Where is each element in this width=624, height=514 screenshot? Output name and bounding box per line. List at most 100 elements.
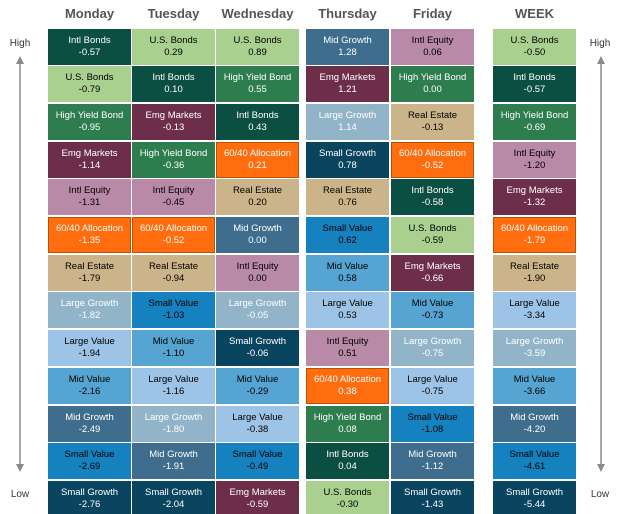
cell-wednesday-rank-12: Small Value -0.49 bbox=[216, 443, 299, 480]
asset-class-name: Large Growth bbox=[144, 411, 203, 423]
return-value: 0.21 bbox=[248, 159, 267, 171]
return-value: -0.38 bbox=[246, 423, 269, 435]
return-value: -0.05 bbox=[246, 310, 269, 322]
cell-week-rank-9: Large Growth -3.59 bbox=[493, 330, 576, 367]
return-value: -2.69 bbox=[78, 461, 101, 473]
return-value: -1.79 bbox=[78, 272, 101, 284]
return-value: -0.73 bbox=[421, 310, 444, 322]
cell-tuesday-rank-12: Mid Growth -1.91 bbox=[132, 443, 215, 480]
return-value: -1.80 bbox=[162, 423, 185, 435]
return-value: -0.59 bbox=[421, 235, 444, 247]
return-value: -1.94 bbox=[78, 348, 101, 360]
asset-class-name: Real Estate bbox=[407, 110, 458, 122]
return-value: 0.10 bbox=[164, 84, 183, 96]
cell-week-rank-3: High Yield Bond -0.69 bbox=[493, 104, 576, 141]
cell-monday-rank-13: Small Growth -2.76 bbox=[48, 480, 131, 514]
asset-class-name: Intl Equity bbox=[68, 185, 111, 197]
return-value: -3.66 bbox=[523, 385, 546, 397]
asset-class-name: Large Value bbox=[509, 298, 560, 310]
cell-tuesday-rank-9: Mid Value -1.10 bbox=[132, 330, 215, 367]
return-value: -0.57 bbox=[523, 84, 546, 96]
cell-wednesday-rank-6: Mid Growth 0.00 bbox=[216, 217, 299, 254]
return-value: -5.44 bbox=[523, 498, 546, 510]
cell-friday-rank-7: Emg Markets -0.66 bbox=[391, 254, 474, 291]
high-label-right: High bbox=[589, 38, 611, 49]
asset-class-name: Real Estate bbox=[64, 260, 115, 272]
low-label-left: Low bbox=[10, 489, 30, 500]
high-label-left: High bbox=[9, 38, 31, 49]
return-value: 0.04 bbox=[338, 461, 357, 473]
cell-wednesday-rank-9: Small Growth -0.06 bbox=[216, 330, 299, 367]
asset-class-name: Small Growth bbox=[144, 486, 202, 498]
return-value: -0.36 bbox=[162, 159, 185, 171]
return-value: -3.59 bbox=[523, 348, 546, 360]
asset-class-name: Emg Markets bbox=[506, 185, 563, 197]
cell-thursday-rank-4: Small Growth 0.78 bbox=[306, 141, 389, 178]
return-value: 0.43 bbox=[248, 122, 267, 134]
return-value: -0.94 bbox=[162, 272, 185, 284]
cell-monday-rank-9: Large Value -1.94 bbox=[48, 330, 131, 367]
asset-class-name: U.S. Bonds bbox=[149, 34, 198, 46]
cell-week-rank-5: Emg Markets -1.32 bbox=[493, 179, 576, 216]
asset-class-name: Emg Markets bbox=[145, 110, 202, 122]
return-value: -0.13 bbox=[421, 122, 444, 134]
asset-class-name: Large Value bbox=[64, 336, 115, 348]
asset-class-name: U.S. Bonds bbox=[233, 34, 282, 46]
return-value: -0.75 bbox=[421, 348, 444, 360]
return-value: -2.76 bbox=[78, 498, 101, 510]
asset-class-name: 60/40 Allocation bbox=[500, 223, 569, 235]
asset-class-name: Intl Bonds bbox=[411, 185, 454, 197]
asset-class-name: Large Growth bbox=[318, 110, 377, 122]
cell-thursday-rank-12: Intl Bonds 0.04 bbox=[306, 443, 389, 480]
low-label-right: Low bbox=[590, 489, 610, 500]
return-value: -0.57 bbox=[78, 46, 101, 58]
cell-wednesday-rank-8: Large Growth -0.05 bbox=[216, 292, 299, 329]
return-value: 1.21 bbox=[338, 84, 357, 96]
asset-class-name: High Yield Bond bbox=[55, 110, 124, 122]
cell-friday-rank-10: Large Value -0.75 bbox=[391, 367, 474, 404]
asset-class-name: Real Estate bbox=[509, 260, 560, 272]
asset-class-name: U.S. Bonds bbox=[65, 72, 114, 84]
cell-thursday-rank-3: Large Growth 1.14 bbox=[306, 104, 389, 141]
cell-wednesday-rank-3: Intl Bonds 0.43 bbox=[216, 104, 299, 141]
cell-tuesday-rank-4: High Yield Bond -0.36 bbox=[132, 141, 215, 178]
return-value: -1.12 bbox=[421, 461, 444, 473]
asset-class-name: Emg Markets bbox=[61, 147, 118, 159]
return-value: -0.50 bbox=[523, 46, 546, 58]
return-value: -0.30 bbox=[336, 498, 359, 510]
return-value: 1.28 bbox=[338, 46, 357, 58]
cell-monday-rank-12: Small Value -2.69 bbox=[48, 443, 131, 480]
asset-class-name: Small Growth bbox=[228, 336, 286, 348]
asset-class-name: 60/40 Allocation bbox=[398, 147, 467, 159]
cell-thursday-rank-8: Large Value 0.53 bbox=[306, 292, 389, 329]
cell-monday-rank-7: Real Estate -1.79 bbox=[48, 254, 131, 291]
cell-week-rank-11: Mid Growth -4.20 bbox=[493, 405, 576, 442]
return-value: 0.62 bbox=[338, 235, 357, 247]
return-value: -0.29 bbox=[246, 385, 269, 397]
asset-class-name: High Yield Bond bbox=[313, 411, 382, 423]
return-value: 0.76 bbox=[338, 197, 357, 209]
asset-class-name: Mid Growth bbox=[149, 449, 198, 461]
asset-class-name: U.S. Bonds bbox=[408, 223, 457, 235]
asset-class-name: Mid Value bbox=[152, 336, 195, 348]
asset-class-name: Small Growth bbox=[505, 486, 563, 498]
cell-week-rank-13: Small Growth -5.44 bbox=[493, 480, 576, 514]
return-value: 0.53 bbox=[338, 310, 357, 322]
asset-class-name: Real Estate bbox=[322, 185, 373, 197]
asset-class-name: Mid Value bbox=[411, 298, 454, 310]
cell-tuesday-rank-2: Intl Bonds 0.10 bbox=[132, 66, 215, 103]
return-value: -1.79 bbox=[523, 235, 546, 247]
cell-monday-rank-2: U.S. Bonds -0.79 bbox=[48, 66, 131, 103]
cell-wednesday-rank-11: Large Value -0.38 bbox=[216, 405, 299, 442]
cell-monday-rank-3: High Yield Bond -0.95 bbox=[48, 104, 131, 141]
return-value: -0.49 bbox=[246, 461, 269, 473]
cell-thursday-rank-11: High Yield Bond 0.08 bbox=[306, 405, 389, 442]
asset-class-name: Intl Equity bbox=[411, 34, 454, 46]
asset-class-name: Real Estate bbox=[232, 185, 283, 197]
cell-thursday-rank-5: Real Estate 0.76 bbox=[306, 179, 389, 216]
cell-wednesday-rank-2: High Yield Bond 0.55 bbox=[216, 66, 299, 103]
asset-class-name: Intl Equity bbox=[236, 260, 279, 272]
return-value: -0.69 bbox=[523, 122, 546, 134]
asset-class-name: Mid Growth bbox=[323, 34, 372, 46]
return-value: 0.06 bbox=[423, 46, 442, 58]
